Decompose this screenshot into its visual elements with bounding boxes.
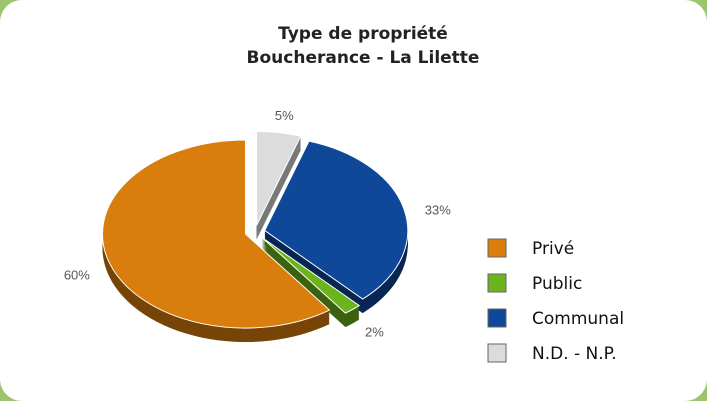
slice-label: 60% xyxy=(64,267,90,282)
slice xyxy=(261,236,361,314)
slice xyxy=(256,130,302,226)
legend-swatch xyxy=(487,238,507,258)
legend-swatch xyxy=(487,273,507,293)
legend-swatch xyxy=(487,308,507,328)
legend-label: Communal xyxy=(532,309,624,329)
legend-swatch xyxy=(487,343,507,363)
slice xyxy=(101,139,331,329)
chart-subtitle: Boucherance - La Lilette xyxy=(247,48,480,68)
slice-label: 33% xyxy=(425,203,451,218)
legend-label: Public xyxy=(532,274,582,294)
chart-title: Type de propriété xyxy=(278,24,448,44)
slice-label: 2% xyxy=(365,324,384,339)
slice-label: 5% xyxy=(275,108,294,123)
legend-label: Privé xyxy=(532,239,574,259)
legend-label: N.D. - N.P. xyxy=(532,344,617,364)
slice xyxy=(264,140,409,300)
